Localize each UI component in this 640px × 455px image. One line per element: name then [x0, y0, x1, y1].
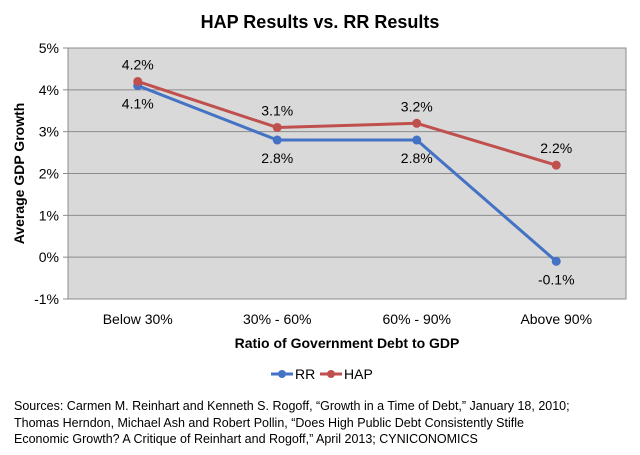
data-point-rr: [412, 135, 422, 145]
data-point-hap: [551, 160, 561, 170]
legend: RR HAP: [271, 366, 373, 382]
data-label-rr: 2.8%: [261, 150, 293, 166]
sources-note: Sources: Carmen M. Reinhart and Kenneth …: [14, 398, 634, 448]
y-tick-label: 3%: [39, 124, 59, 140]
y-tick-label: 0%: [39, 249, 59, 265]
x-tick-label: Below 30%: [103, 311, 173, 327]
data-point-hap: [272, 122, 282, 132]
y-tick-label: 5%: [39, 40, 59, 56]
y-axis-title: Average GDP Growth: [11, 103, 27, 245]
chart: HAP Results vs. RR Results -1% 0% 1% 2% 3% 4%…: [11, 12, 627, 382]
y-tick-label: 4%: [39, 82, 59, 98]
x-tick-label: 60% - 90%: [383, 311, 451, 327]
y-tick-label: 2%: [39, 166, 59, 182]
sources-line-2: Thomas Herndon, Michael Ash and Robert P…: [14, 415, 524, 430]
y-tick-label: -1%: [34, 291, 59, 307]
data-point-hap: [133, 76, 143, 86]
sources-line-1: Sources: Carmen M. Reinhart and Kenneth …: [14, 399, 570, 413]
series-line-rr: [137, 84, 558, 263]
sources-line-3: Economic Growth? A Critique of Reinhart …: [14, 432, 478, 446]
data-label-rr: 4.1%: [122, 96, 154, 112]
series-line-hap: [137, 80, 557, 167]
legend-label-rr: RR: [295, 366, 315, 382]
x-tick-label: 30% - 60%: [243, 311, 311, 327]
data-label-rr: 2.8%: [401, 150, 433, 166]
data-label-hap: 4.2%: [122, 56, 154, 72]
legend-marker-rr: [278, 370, 286, 378]
y-tick-label: 1%: [39, 207, 59, 223]
legend-marker-hap: [327, 370, 335, 378]
data-label-hap: 3.2%: [401, 98, 433, 114]
data-point-rr: [272, 135, 282, 145]
data-point-hap: [412, 118, 422, 128]
data-label-hap: 3.1%: [261, 102, 293, 118]
x-tick-label: Above 90%: [520, 311, 592, 327]
chart-title: HAP Results vs. RR Results: [201, 12, 440, 32]
legend-label-hap: HAP: [344, 366, 373, 382]
data-label-rr: -0.1%: [538, 271, 575, 287]
data-label-hap: 2.2%: [540, 140, 572, 156]
data-point-rr: [551, 256, 561, 266]
x-axis-title: Ratio of Government Debt to GDP: [235, 335, 460, 351]
